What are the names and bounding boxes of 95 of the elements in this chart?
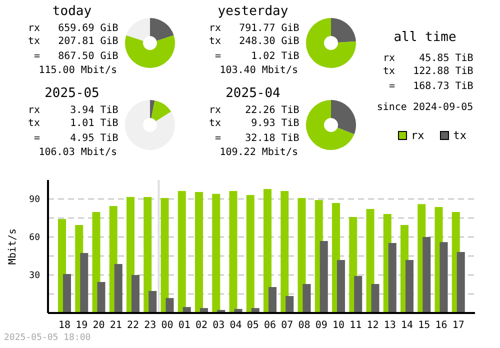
bar [286, 296, 294, 313]
x-tick-label: 19 [76, 320, 88, 332]
bar [144, 196, 152, 313]
x-tick-label: 04 [230, 320, 242, 332]
bar [337, 260, 345, 313]
donut-slice [125, 100, 175, 150]
x-tick-label: 18 [58, 320, 71, 332]
donut-slice [151, 100, 172, 122]
bar [320, 241, 328, 313]
chart-title: yesterday [216, 4, 290, 19]
text: 2025-05-05 18:00 [4, 333, 91, 343]
x-tick-label: 03 [212, 320, 225, 332]
text: rx 45.85 TiB [383, 52, 474, 65]
bar [440, 242, 448, 313]
text: 109.22 Mbit/s [220, 146, 298, 159]
y-tick-label: 30 [29, 271, 40, 282]
text: 115.00 Mbit/s [38, 64, 117, 77]
x-tick-label: 20 [92, 320, 105, 332]
text: all time [392, 30, 458, 45]
bar [371, 284, 380, 313]
bar [406, 260, 414, 313]
bar [456, 252, 465, 313]
bar [268, 287, 276, 313]
donut-slice [306, 18, 356, 68]
x-tick-label: 12 [366, 320, 379, 332]
text: = 4.95 TiB [33, 132, 118, 145]
y-tick-label: 60 [29, 233, 40, 244]
x-tick-label: 08 [298, 320, 310, 332]
x-tick-label: 09 [315, 320, 328, 332]
x-tick-label: 05 [246, 320, 259, 332]
text: = 867.50 GiB [33, 50, 118, 63]
y-tick-label: 90 [29, 195, 40, 206]
text: rx 791.77 GiB [209, 22, 300, 35]
text: = 1.02 TiB [214, 50, 300, 63]
bar [212, 194, 220, 313]
text: 103.40 Mbit/s [220, 64, 298, 77]
chart-title: today [51, 4, 93, 19]
text: tx 207.81 GiB [28, 35, 118, 48]
bar [97, 282, 106, 313]
x-tick-label: 16 [435, 320, 448, 332]
donut-slice [331, 100, 356, 134]
x-tick-label: 11 [350, 320, 362, 332]
bar [422, 237, 431, 313]
legend-label: tx [453, 129, 466, 142]
x-tick-label: 10 [332, 320, 345, 332]
x-tick-label: 23 [144, 320, 156, 332]
bar [264, 188, 272, 313]
bar [114, 264, 122, 313]
chart-title: 2025-04 [224, 86, 282, 101]
text: rx 22.26 TiB [209, 104, 300, 117]
bar [160, 198, 169, 313]
text: = 32.18 TiB [214, 132, 300, 145]
bar [63, 274, 71, 313]
donut-slice [150, 100, 155, 118]
text: tx 248.30 GiB [209, 35, 300, 48]
bar [132, 275, 140, 313]
bar [148, 290, 157, 313]
text: tx 1.01 TiB [28, 117, 118, 130]
text: 106.03 Mbit/s [38, 146, 117, 159]
bar [388, 242, 396, 313]
donut-slice [331, 18, 356, 43]
donut-slice [306, 100, 354, 150]
text: tx 122.88 TiB [383, 65, 474, 78]
bar [178, 191, 186, 313]
x-tick-label: 06 [264, 320, 276, 332]
donut-slice [126, 18, 150, 41]
x-tick-label: 17 [452, 320, 464, 332]
y-axis-title: Mbit/s [8, 228, 19, 265]
bar [195, 192, 203, 313]
x-tick-label: 14 [401, 320, 414, 332]
x-tick-label: 22 [127, 320, 140, 332]
chart-title: 2025-05 [44, 86, 100, 101]
x-tick-label: 02 [196, 320, 208, 332]
x-tick-label: 01 [178, 320, 190, 332]
text: tx 9.93 TiB [209, 117, 300, 130]
text: rx 3.94 TiB [28, 104, 118, 117]
x-tick-label: 15 [418, 320, 430, 332]
bar [302, 284, 311, 313]
text: rx 659.69 GiB [28, 22, 118, 35]
bar [298, 198, 306, 313]
x-tick-label: 00 [161, 320, 174, 332]
bar [166, 298, 174, 313]
text: since 2024-09-05 [376, 102, 474, 113]
donut-slice [125, 35, 175, 68]
x-tick-label: 07 [281, 320, 294, 332]
x-tick-label: 21 [110, 320, 122, 332]
bar [354, 276, 362, 313]
legend-label: rx [411, 129, 424, 142]
bar [280, 191, 289, 313]
donut-slice [150, 18, 174, 41]
text: = 168.73 TiB [388, 80, 474, 93]
bar [246, 194, 254, 313]
bar [80, 252, 88, 313]
bar [229, 191, 238, 313]
x-tick-label: 13 [384, 320, 396, 332]
